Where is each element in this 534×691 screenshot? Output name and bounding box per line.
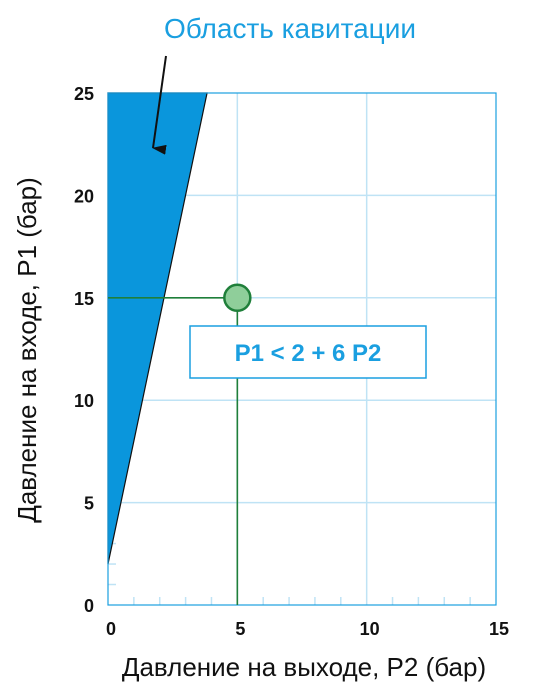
region-arrow: [152, 55, 167, 155]
x-tick-label: 10: [360, 619, 380, 639]
plot-frame: [107, 92, 497, 606]
x-axis-title: Давление на выходе, P2 (бар): [122, 652, 486, 682]
y-tick-label: 15: [74, 289, 94, 309]
y-tick-labels: 0 5 10 15 20 25: [74, 84, 94, 616]
y-tick-label: 0: [84, 596, 94, 616]
formula-box-frame: [189, 325, 427, 379]
y-tick-label: 5: [84, 494, 94, 514]
y-axis-title: Давление на входе, P1 (бар): [12, 177, 42, 523]
formula-label: P1 < 2 + 6 P2: [235, 340, 382, 367]
x-tick-label: 5: [235, 619, 245, 639]
x-tick-labels: 0 5 10 15: [106, 619, 509, 639]
x-tick-label: 15: [489, 619, 509, 639]
region-label: Область кавитации: [164, 13, 416, 44]
formula-box: P1 < 2 + 6 P2: [189, 325, 427, 379]
operating-point: [223, 283, 252, 313]
x-tick-label: 0: [106, 619, 116, 639]
y-tick-label: 25: [74, 84, 94, 104]
y-tick-label: 10: [74, 391, 94, 411]
y-tick-label: 20: [74, 186, 94, 206]
